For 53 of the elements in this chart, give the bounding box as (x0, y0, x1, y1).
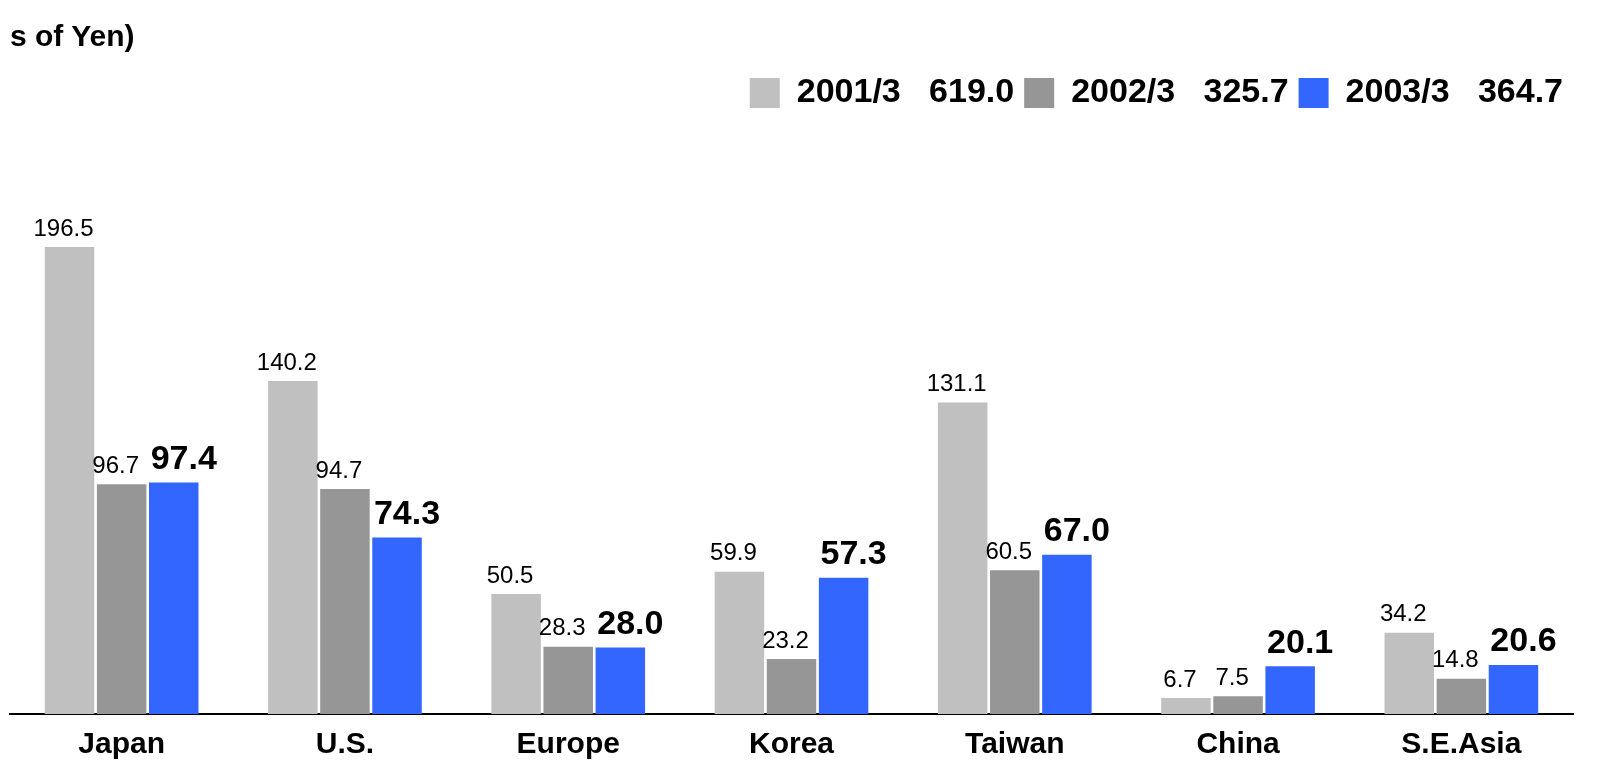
data-label: 140.2 (256, 347, 317, 375)
legend-label: 2003/3 364.7 (1345, 71, 1564, 110)
data-label: 57.3 (820, 533, 887, 572)
data-label: 131.1 (926, 369, 987, 397)
x-tick-label: Korea (748, 726, 835, 760)
data-label: 74.3 (373, 492, 441, 531)
bar (44, 247, 95, 714)
data-label: 94.7 (315, 455, 363, 483)
x-tick-label: Europe (516, 726, 620, 760)
data-label: 196.5 (33, 213, 94, 241)
data-label: 28.3 (538, 613, 586, 641)
bar (320, 488, 370, 714)
bar (1213, 696, 1263, 714)
legend-label: 2001/3 619.0 (796, 71, 1015, 110)
data-label: 34.2 (1379, 599, 1427, 627)
data-label: 14.8 (1432, 645, 1479, 673)
legend-label: 2002/3 325.7 (1071, 71, 1289, 110)
x-tick-label: China (1196, 726, 1281, 760)
bar (990, 570, 1040, 714)
x-tick-label: S.E.Asia (1401, 726, 1522, 760)
bar (1265, 666, 1315, 714)
bar (1488, 665, 1539, 714)
bar (714, 571, 765, 714)
bar (149, 482, 199, 714)
chart-title: s of Yen) (10, 19, 135, 53)
data-label: 96.7 (92, 450, 139, 478)
bar (1161, 698, 1211, 714)
bar (766, 658, 817, 714)
data-label: 7.5 (1215, 662, 1249, 690)
data-label: 67.0 (1043, 510, 1110, 549)
bar (491, 594, 541, 714)
bar (96, 484, 147, 714)
bar (937, 402, 988, 714)
data-label: 28.0 (597, 602, 664, 641)
x-tick-label: U.S. (315, 726, 375, 760)
data-label: 50.5 (486, 560, 534, 588)
bar (1436, 678, 1487, 714)
bar (372, 537, 422, 714)
data-label: 23.2 (762, 625, 809, 653)
bar (268, 380, 318, 714)
x-tick-label: Japan (78, 726, 165, 760)
data-label: 59.9 (710, 538, 757, 566)
bar (1042, 554, 1092, 714)
bar (543, 646, 593, 714)
data-label: 97.4 (150, 437, 217, 476)
data-label: 6.7 (1163, 664, 1197, 692)
bar (818, 577, 869, 714)
data-label: 20.6 (1490, 620, 1557, 659)
x-tick-label: Taiwan (965, 726, 1065, 760)
bar (1384, 632, 1435, 714)
data-label: 60.5 (985, 536, 1033, 564)
bar (595, 647, 646, 714)
data-label: 20.1 (1267, 621, 1334, 660)
